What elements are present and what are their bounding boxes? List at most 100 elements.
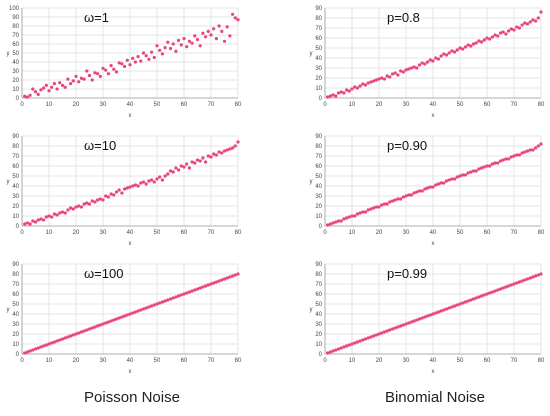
data-point bbox=[60, 337, 65, 341]
data-point bbox=[133, 183, 137, 187]
data-point bbox=[477, 295, 481, 299]
data-point bbox=[158, 175, 162, 179]
data-point bbox=[520, 151, 524, 155]
data-point bbox=[125, 58, 129, 62]
y-tick-label: 50 bbox=[12, 51, 19, 57]
data-point bbox=[339, 346, 343, 350]
x-tick-label: 0 bbox=[323, 102, 327, 108]
data-point bbox=[141, 180, 146, 184]
data-point bbox=[399, 324, 403, 328]
data-point bbox=[458, 174, 462, 178]
x-tick-label: 50 bbox=[154, 102, 161, 108]
data-point bbox=[28, 349, 32, 353]
data-point bbox=[220, 278, 224, 282]
data-point bbox=[401, 70, 405, 74]
data-point bbox=[74, 205, 78, 209]
y-tick-label: 70 bbox=[12, 282, 19, 288]
data-point bbox=[114, 70, 119, 74]
y-axis-label: y bbox=[310, 51, 313, 57]
data-point bbox=[361, 210, 365, 214]
data-point bbox=[342, 345, 346, 349]
data-point bbox=[369, 80, 373, 84]
data-point bbox=[23, 94, 27, 98]
data-point bbox=[160, 300, 164, 304]
y-tick-label: 90 bbox=[12, 262, 19, 268]
data-point bbox=[36, 92, 40, 96]
y-tick-label: 20 bbox=[12, 78, 19, 84]
data-point bbox=[366, 208, 370, 212]
data-point bbox=[450, 177, 454, 181]
data-point bbox=[420, 316, 424, 320]
data-point bbox=[328, 350, 332, 354]
data-point bbox=[128, 185, 132, 189]
data-point bbox=[33, 220, 38, 224]
data-point bbox=[31, 348, 35, 352]
data-point bbox=[25, 350, 29, 354]
x-tick-label: 10 bbox=[46, 102, 53, 108]
y-tick-label: 60 bbox=[12, 42, 19, 48]
data-point bbox=[179, 164, 183, 168]
data-point bbox=[347, 343, 351, 347]
data-point bbox=[33, 347, 38, 351]
data-point bbox=[482, 38, 486, 42]
data-point bbox=[480, 40, 484, 44]
data-point bbox=[377, 205, 381, 209]
data-point bbox=[33, 90, 38, 94]
data-point bbox=[426, 60, 430, 64]
data-point bbox=[415, 66, 419, 70]
y-tick-label: 0 bbox=[319, 352, 323, 358]
data-point bbox=[444, 179, 449, 183]
y-tick-label: 20 bbox=[315, 332, 322, 338]
data-point bbox=[187, 166, 191, 170]
data-point bbox=[236, 272, 240, 276]
chart-panel-omega-10: 0 10 20 30 40 50 60 70 80 90 0 10 20 30 40 50 60 70 80 x y ω=… bbox=[4, 130, 244, 260]
data-point bbox=[131, 56, 135, 61]
data-point bbox=[171, 170, 175, 174]
data-point bbox=[404, 194, 408, 198]
data-point bbox=[385, 202, 389, 206]
data-point bbox=[96, 198, 100, 202]
data-point bbox=[461, 173, 465, 177]
data-point bbox=[345, 216, 349, 220]
y-tick-label: 0 bbox=[16, 224, 20, 230]
data-point bbox=[93, 325, 97, 329]
data-point bbox=[531, 148, 535, 152]
data-point bbox=[525, 277, 530, 281]
data-point bbox=[534, 19, 538, 23]
data-point bbox=[523, 21, 527, 25]
x-tick-label: 20 bbox=[376, 230, 383, 236]
x-tick-label: 30 bbox=[403, 358, 410, 364]
data-point bbox=[225, 148, 229, 152]
data-point bbox=[374, 205, 378, 209]
data-point bbox=[139, 181, 143, 185]
data-point bbox=[39, 217, 43, 221]
y-tick-label: 50 bbox=[12, 174, 19, 180]
x-axis-label: x bbox=[432, 241, 435, 247]
data-point bbox=[231, 146, 235, 150]
data-point bbox=[125, 186, 129, 190]
data-point bbox=[431, 312, 435, 316]
data-point bbox=[493, 289, 497, 293]
data-point bbox=[177, 38, 181, 43]
data-point bbox=[498, 31, 503, 35]
data-point bbox=[369, 335, 373, 339]
data-point bbox=[336, 91, 341, 95]
y-tick-label: 70 bbox=[12, 154, 19, 160]
y-tick-label: 60 bbox=[12, 164, 19, 170]
y-tick-label: 90 bbox=[315, 262, 322, 268]
data-point bbox=[87, 202, 92, 206]
data-point bbox=[366, 336, 370, 340]
y-tick-label: 90 bbox=[12, 15, 19, 21]
data-point bbox=[58, 81, 62, 85]
data-point bbox=[106, 195, 110, 199]
data-point bbox=[174, 166, 178, 170]
data-point bbox=[58, 338, 62, 342]
data-point bbox=[420, 61, 424, 65]
chart-panel-p-0-90: 0 10 20 30 40 50 60 70 80 90 0 10 20 30 40 50 60 70 80 x y p=… bbox=[307, 130, 547, 260]
data-point bbox=[74, 332, 78, 336]
data-point bbox=[328, 94, 332, 98]
data-point bbox=[372, 206, 376, 210]
y-tick-label: 40 bbox=[12, 184, 19, 190]
data-point bbox=[217, 150, 221, 154]
data-point bbox=[236, 140, 240, 144]
